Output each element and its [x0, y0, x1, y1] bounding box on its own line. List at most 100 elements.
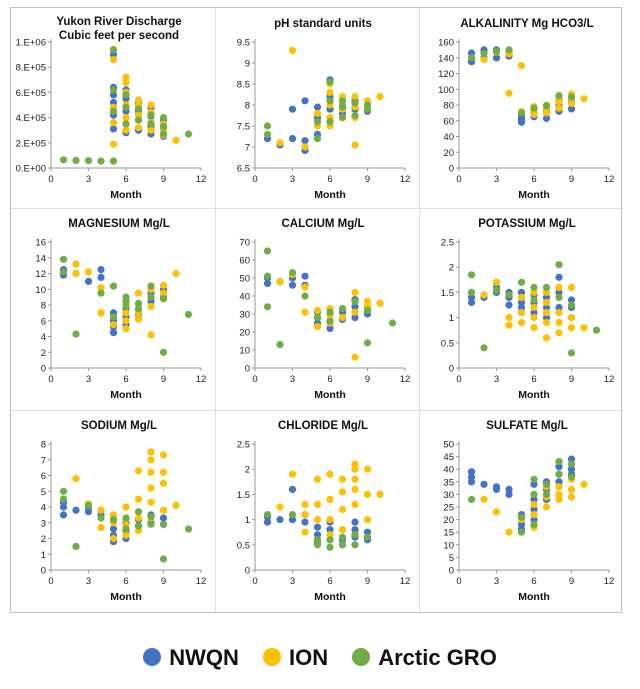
x-axis-label: Month — [314, 389, 346, 401]
data-point-arctic-gro — [592, 326, 601, 334]
data-point-arctic-gro — [326, 308, 334, 316]
data-point-nwqn — [97, 266, 105, 274]
data-point-arctic-gro — [326, 536, 334, 544]
data-point-ion — [109, 321, 118, 329]
data-point-nwqn — [480, 480, 488, 488]
x-tick-label: 3 — [86, 374, 91, 385]
data-point-nwqn — [313, 531, 322, 539]
data-point-ion — [147, 468, 155, 476]
x-tick-label: 3 — [494, 576, 499, 587]
x-tick-label: 6 — [531, 576, 536, 587]
data-point-arctic-gro — [326, 78, 334, 86]
data-point-nwqn — [109, 91, 118, 99]
data-point-arctic-gro — [263, 247, 272, 255]
data-point-arctic-gro — [363, 306, 372, 314]
x-tick-label: 9 — [365, 374, 370, 385]
data-point-arctic-gro — [109, 282, 118, 290]
data-point-nwqn — [276, 516, 284, 524]
data-point-arctic-gro — [555, 92, 563, 100]
data-point-arctic-gro — [492, 47, 501, 56]
data-point-nwqn — [288, 135, 297, 143]
y-tick-label: 80 — [443, 101, 454, 112]
data-point-ion — [363, 297, 372, 305]
y-tick-label: 5 — [41, 487, 46, 498]
data-point-ion — [580, 95, 588, 103]
legend-item-arctic-gro: Arctic GRO — [352, 645, 497, 671]
data-point-nwqn — [542, 114, 551, 122]
x-tick-label: 0 — [252, 374, 257, 385]
data-point-ion — [351, 460, 359, 468]
legend-item-nwqn: NWQN — [143, 645, 239, 671]
x-tick-label: 3 — [290, 576, 295, 587]
data-point-arctic-gro — [59, 156, 68, 164]
data-point-arctic-gro — [97, 514, 105, 522]
y-tick-label: 40 — [443, 132, 454, 143]
y-tick-label: 30 — [443, 490, 454, 501]
data-point-nwqn — [84, 277, 93, 285]
series-arctic-gro — [467, 458, 576, 536]
y-tick-label: 6 — [41, 471, 46, 482]
data-point-arctic-gro — [326, 317, 334, 325]
data-point-ion — [172, 136, 180, 144]
data-point-ion — [555, 319, 563, 327]
data-point-ion — [147, 303, 155, 311]
data-point-arctic-gro — [147, 520, 155, 528]
data-point-ion — [97, 506, 105, 514]
x-tick-label: 3 — [494, 174, 499, 185]
data-point-ion — [122, 309, 130, 317]
data-point-arctic-gro — [84, 501, 93, 509]
data-point-ion — [326, 495, 334, 503]
data-point-arctic-gro — [338, 305, 347, 313]
y-tick-label: 20 — [443, 515, 454, 526]
data-point-ion — [351, 141, 359, 149]
y-tick-label: 70 — [239, 238, 250, 249]
chart-panel-2: pH standard units 6.5 7 7.5 8 8.5 9 9.5 0 3 6 9 12 Mo… — [215, 8, 410, 210]
data-point-ion — [351, 93, 359, 101]
data-point-nwqn — [530, 480, 538, 488]
data-point-arctic-gro — [363, 101, 372, 109]
data-point-ion — [542, 288, 551, 296]
data-point-nwqn — [301, 137, 309, 145]
data-point-arctic-gro — [122, 91, 130, 99]
y-tick-label: 0 — [41, 364, 46, 375]
data-point-arctic-gro — [159, 114, 168, 122]
x-tick-label: 0 — [252, 576, 257, 587]
legend-item-ion: ION — [262, 645, 328, 671]
x-tick-label: 6 — [327, 174, 332, 185]
data-point-arctic-gro — [542, 283, 551, 291]
data-point-arctic-gro — [313, 541, 322, 549]
data-point-nwqn — [555, 273, 563, 281]
x-axis-label: Month — [110, 591, 142, 603]
data-point-arctic-gro — [517, 513, 526, 521]
data-point-ion — [276, 278, 284, 286]
data-point-nwqn — [530, 495, 538, 503]
data-point-arctic-gro — [109, 46, 118, 54]
y-tick-label: 7 — [41, 455, 46, 466]
data-point-nwqn — [555, 288, 563, 296]
data-point-nwqn — [301, 518, 309, 526]
data-point-arctic-gro — [109, 157, 118, 165]
data-point-ion — [159, 281, 168, 289]
y-tick-label: 0 — [245, 566, 250, 577]
data-point-nwqn — [263, 279, 272, 287]
data-point-nwqn — [467, 293, 476, 301]
data-point-arctic-gro — [263, 511, 272, 519]
data-point-arctic-gro — [97, 289, 105, 297]
data-point-ion — [159, 479, 168, 487]
data-point-nwqn — [72, 506, 80, 514]
data-point-ion — [363, 490, 372, 498]
y-tick-label: 0 — [449, 566, 454, 577]
data-point-arctic-gro — [467, 271, 476, 279]
y-tick-label: 2 — [245, 465, 250, 476]
data-point-arctic-gro — [301, 292, 309, 300]
data-point-ion — [97, 309, 105, 317]
data-point-arctic-gro — [480, 344, 488, 352]
y-tick-label: 16 — [35, 238, 46, 249]
series-arctic-gro — [263, 511, 372, 551]
data-point-nwqn — [288, 105, 297, 113]
data-point-ion — [363, 516, 372, 524]
chart-title: SULFATE Mg/L — [486, 420, 568, 432]
data-point-ion — [480, 291, 488, 299]
y-tick-label: 9.5 — [237, 38, 250, 49]
y-tick-label: 160 — [438, 38, 454, 49]
